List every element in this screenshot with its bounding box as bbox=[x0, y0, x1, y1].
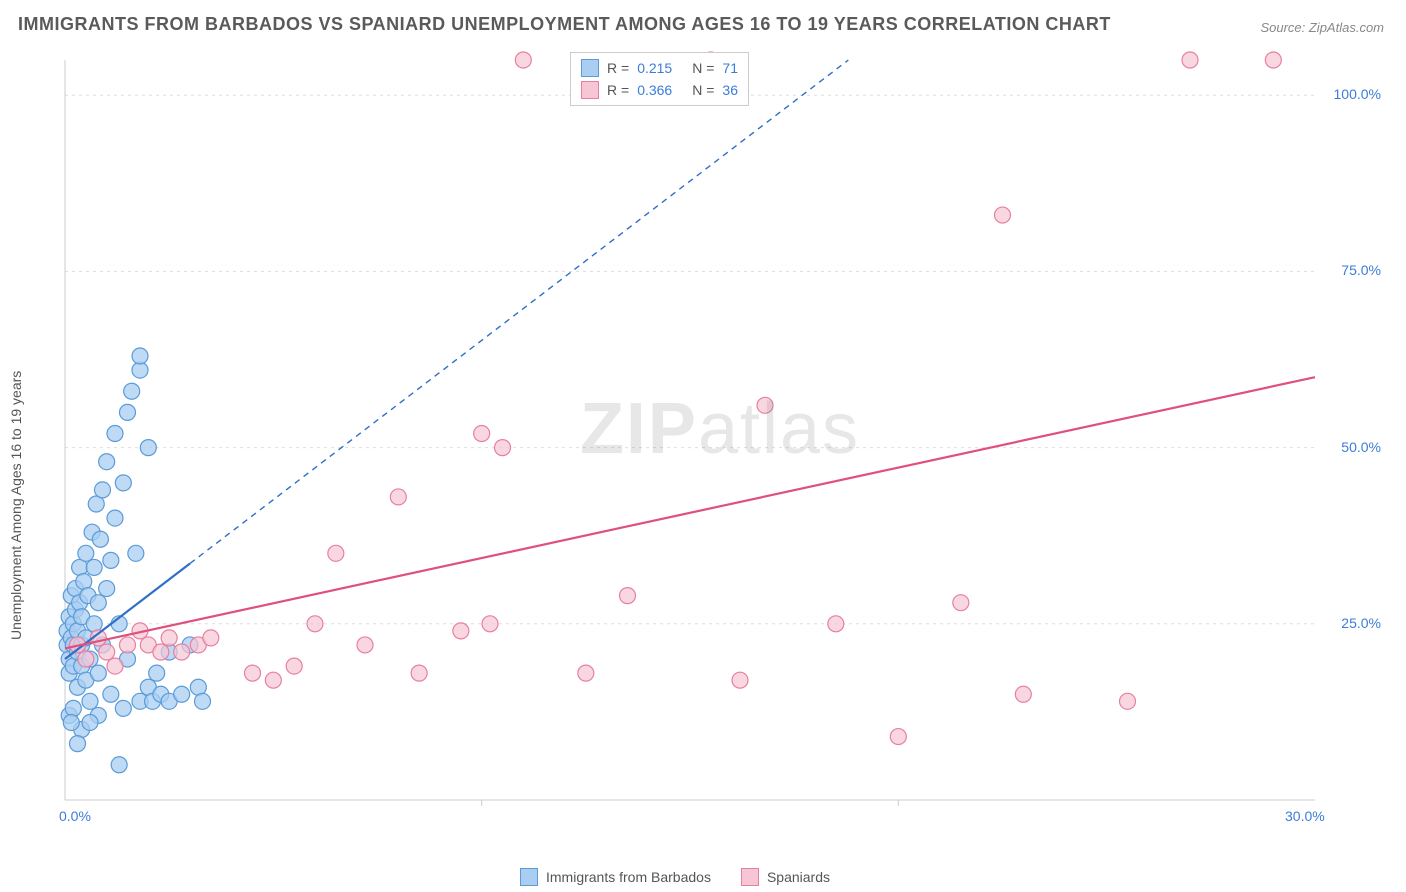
source-credit: Source: ZipAtlas.com bbox=[1260, 20, 1384, 35]
y-tick-label: 50.0% bbox=[1341, 439, 1381, 455]
data-point bbox=[95, 482, 111, 498]
y-tick-label: 75.0% bbox=[1341, 262, 1381, 278]
data-point bbox=[149, 665, 165, 681]
data-point bbox=[828, 616, 844, 632]
data-point bbox=[65, 700, 81, 716]
data-point bbox=[86, 559, 102, 575]
data-point bbox=[124, 383, 140, 399]
r-value: 0.215 bbox=[637, 60, 672, 76]
data-point bbox=[286, 658, 302, 674]
data-point bbox=[1120, 693, 1136, 709]
data-point bbox=[140, 440, 156, 456]
data-point bbox=[953, 595, 969, 611]
data-point bbox=[78, 545, 94, 561]
data-point bbox=[99, 454, 115, 470]
legend-correlation: R = 0.215 N = 71 R = 0.366 N = 36 bbox=[570, 52, 749, 106]
data-point bbox=[111, 757, 127, 773]
data-point bbox=[245, 665, 261, 681]
data-point bbox=[90, 595, 106, 611]
n-label: N = bbox=[692, 60, 714, 76]
data-point bbox=[107, 510, 123, 526]
data-point bbox=[495, 440, 511, 456]
y-tick-label: 100.0% bbox=[1334, 86, 1381, 102]
legend-stat-row: R = 0.366 N = 36 bbox=[581, 79, 738, 101]
data-point bbox=[70, 736, 86, 752]
legend-label: Immigrants from Barbados bbox=[546, 869, 711, 885]
data-point bbox=[63, 714, 79, 730]
data-point bbox=[76, 574, 92, 590]
data-point bbox=[174, 686, 190, 702]
data-point bbox=[115, 700, 131, 716]
data-point bbox=[99, 581, 115, 597]
data-point bbox=[103, 686, 119, 702]
data-point bbox=[757, 397, 773, 413]
x-tick-label: 30.0% bbox=[1285, 808, 1325, 824]
n-value: 71 bbox=[722, 60, 738, 76]
data-point bbox=[732, 672, 748, 688]
r-value: 0.366 bbox=[637, 82, 672, 98]
data-point bbox=[265, 672, 281, 688]
data-point bbox=[82, 693, 98, 709]
data-point bbox=[161, 630, 177, 646]
data-point bbox=[120, 637, 136, 653]
legend-label: Spaniards bbox=[767, 869, 830, 885]
legend-swatch bbox=[741, 868, 759, 886]
legend-swatch bbox=[520, 868, 538, 886]
legend-item: Spaniards bbox=[741, 868, 830, 886]
data-point bbox=[115, 475, 131, 491]
data-point bbox=[390, 489, 406, 505]
data-point bbox=[1265, 52, 1281, 68]
legend-swatch bbox=[581, 81, 599, 99]
legend-series: Immigrants from Barbados Spaniards bbox=[520, 868, 830, 886]
x-tick-label: 0.0% bbox=[59, 808, 91, 824]
data-point bbox=[86, 616, 102, 632]
data-point bbox=[578, 665, 594, 681]
data-point bbox=[90, 665, 106, 681]
r-label: R = bbox=[607, 82, 629, 98]
data-point bbox=[453, 623, 469, 639]
legend-swatch bbox=[581, 59, 599, 77]
data-point bbox=[482, 616, 498, 632]
data-point bbox=[515, 52, 531, 68]
data-point bbox=[99, 644, 115, 660]
plot-area: ZIPatlas 25.0%50.0%75.0%100.0%0.0%30.0% bbox=[55, 50, 1385, 840]
data-point bbox=[890, 729, 906, 745]
data-point bbox=[203, 630, 219, 646]
data-point bbox=[357, 637, 373, 653]
trend-line-extrapolated bbox=[190, 60, 848, 563]
data-point bbox=[120, 404, 136, 420]
data-point bbox=[153, 644, 169, 660]
data-point bbox=[107, 658, 123, 674]
data-point bbox=[128, 545, 144, 561]
r-label: R = bbox=[607, 60, 629, 76]
data-point bbox=[132, 348, 148, 364]
data-point bbox=[78, 651, 94, 667]
data-point bbox=[620, 588, 636, 604]
data-point bbox=[82, 714, 98, 730]
n-label: N = bbox=[692, 82, 714, 98]
n-value: 36 bbox=[722, 82, 738, 98]
data-point bbox=[103, 552, 119, 568]
data-point bbox=[411, 665, 427, 681]
data-point bbox=[92, 531, 108, 547]
data-point bbox=[107, 426, 123, 442]
data-point bbox=[307, 616, 323, 632]
y-tick-label: 25.0% bbox=[1341, 615, 1381, 631]
data-point bbox=[995, 207, 1011, 223]
trend-line bbox=[65, 377, 1315, 648]
data-point bbox=[474, 426, 490, 442]
data-point bbox=[174, 644, 190, 660]
data-point bbox=[1015, 686, 1031, 702]
y-axis-label: Unemployment Among Ages 16 to 19 years bbox=[8, 371, 24, 640]
chart-svg bbox=[55, 50, 1385, 840]
data-point bbox=[1182, 52, 1198, 68]
chart-title: IMMIGRANTS FROM BARBADOS VS SPANIARD UNE… bbox=[18, 14, 1111, 35]
legend-item: Immigrants from Barbados bbox=[520, 868, 711, 886]
data-point bbox=[195, 693, 211, 709]
data-point bbox=[190, 679, 206, 695]
data-point bbox=[328, 545, 344, 561]
legend-stat-row: R = 0.215 N = 71 bbox=[581, 57, 738, 79]
